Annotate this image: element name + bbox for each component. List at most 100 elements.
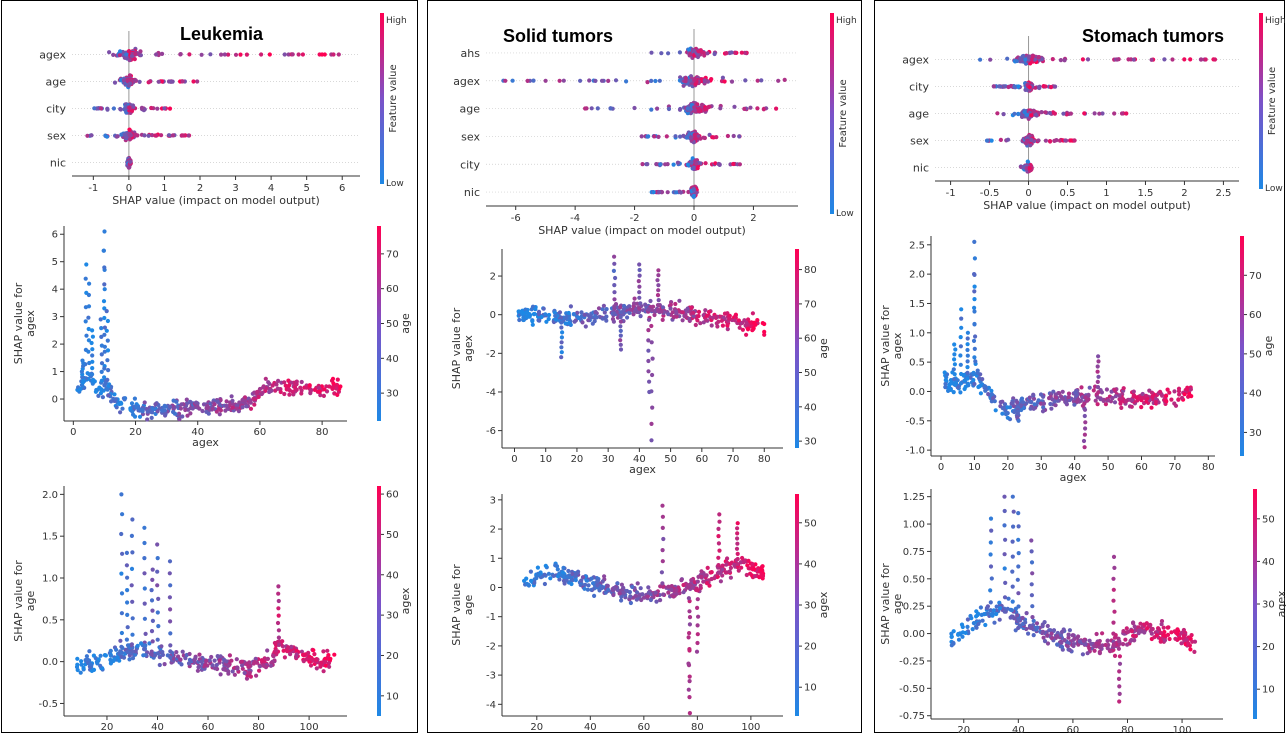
dependence-point bbox=[230, 394, 234, 398]
dependence-point bbox=[123, 396, 127, 400]
dependence-point bbox=[158, 655, 162, 659]
shap-point bbox=[652, 190, 656, 194]
dependence-point bbox=[976, 622, 980, 626]
colorbar-title: agex bbox=[399, 587, 412, 614]
shap-point bbox=[659, 51, 663, 55]
y-axis-label: agex bbox=[462, 335, 475, 362]
dependence-point bbox=[525, 582, 529, 586]
shap-point bbox=[187, 52, 191, 56]
dependence-point bbox=[717, 512, 721, 516]
dependence-point bbox=[981, 619, 985, 623]
dependence-point bbox=[687, 596, 691, 600]
dependence-point bbox=[534, 576, 538, 580]
dependence-point bbox=[1117, 393, 1121, 397]
colorbar-low-label: Low bbox=[386, 179, 404, 189]
dependence-point bbox=[604, 319, 608, 323]
shap-point bbox=[700, 103, 704, 107]
dependence-point bbox=[720, 568, 724, 572]
dependence-point bbox=[109, 399, 113, 403]
dependence-point bbox=[150, 578, 154, 582]
dependence-point bbox=[559, 325, 563, 329]
dependence-point bbox=[529, 579, 533, 583]
dependence-point bbox=[625, 315, 629, 319]
shap-point bbox=[105, 135, 109, 139]
x-axis-label: SHAP value (impact on model output) bbox=[112, 194, 320, 207]
dependence-point bbox=[143, 602, 147, 606]
dependence-point bbox=[637, 307, 641, 311]
x-tick-label: 20 bbox=[101, 722, 114, 733]
dependence-point bbox=[716, 320, 720, 324]
dependence-point bbox=[559, 316, 563, 320]
dependence-point bbox=[271, 654, 275, 658]
x-tick-label: 80 bbox=[1202, 462, 1215, 473]
shap-point bbox=[142, 133, 146, 137]
x-tick-label: 50 bbox=[664, 454, 677, 465]
shap-point bbox=[732, 105, 736, 109]
dependence-point bbox=[585, 579, 589, 583]
dependence-point bbox=[267, 390, 271, 394]
shap-point bbox=[1170, 57, 1174, 61]
dependence-point bbox=[80, 359, 84, 363]
dependence-point bbox=[197, 653, 201, 657]
shap-point bbox=[337, 52, 341, 56]
x-tick-label: 5 bbox=[303, 183, 309, 194]
dependence-point bbox=[120, 591, 124, 595]
dependence-point bbox=[85, 654, 89, 658]
dependence-point bbox=[661, 537, 665, 541]
shap-point bbox=[128, 160, 132, 164]
x-tick-label: 2.5 bbox=[1215, 188, 1231, 199]
shap-point bbox=[1023, 110, 1027, 114]
dependence-point bbox=[191, 406, 195, 410]
y-tick-label: -0.5 bbox=[905, 416, 925, 427]
y-axis-label: age bbox=[891, 594, 904, 615]
shap-point bbox=[138, 49, 142, 53]
dependence-point bbox=[1060, 630, 1064, 634]
y-axis-label: age bbox=[24, 591, 37, 612]
dependence-point bbox=[1106, 639, 1110, 643]
dependence-point bbox=[142, 526, 146, 530]
dependence-point bbox=[196, 669, 200, 673]
dependence-point bbox=[619, 598, 623, 602]
dependence-point bbox=[247, 664, 251, 668]
dependence-point bbox=[582, 587, 586, 591]
dependence-point bbox=[95, 660, 99, 664]
dependence-point bbox=[1166, 633, 1170, 637]
dependence-point bbox=[106, 393, 110, 397]
dependence-point bbox=[1121, 629, 1125, 633]
colorbar-title: agex bbox=[817, 591, 830, 618]
dependence-point bbox=[276, 621, 280, 625]
dependence-point bbox=[971, 627, 975, 631]
dependence-point bbox=[615, 581, 619, 585]
dependence-point bbox=[1162, 626, 1166, 630]
dependence-point bbox=[1055, 634, 1059, 638]
shap-point bbox=[666, 51, 670, 55]
shap-point bbox=[988, 58, 992, 62]
dependence-point bbox=[156, 610, 160, 614]
dependence-point bbox=[136, 644, 140, 648]
shap-point bbox=[1028, 85, 1032, 89]
dependence-point bbox=[651, 357, 655, 361]
dependence-point bbox=[311, 648, 315, 652]
colorbar-tick-label: 60 bbox=[1249, 310, 1262, 321]
dependence-point bbox=[611, 593, 615, 597]
shap-point bbox=[148, 79, 152, 83]
dependence-point bbox=[983, 389, 987, 393]
dependence-point bbox=[1041, 409, 1045, 413]
dependence-point bbox=[1043, 639, 1047, 643]
dependence-point bbox=[560, 330, 564, 334]
shap-point bbox=[992, 84, 996, 88]
shap-point bbox=[127, 106, 131, 110]
x-tick-label: 20 bbox=[1001, 462, 1014, 473]
y-tick-label: 2 bbox=[490, 525, 496, 536]
shap-point bbox=[181, 79, 185, 83]
dependence-point bbox=[543, 582, 547, 586]
dependence-point bbox=[156, 597, 160, 601]
dependence-point bbox=[558, 310, 562, 314]
dependence-point bbox=[180, 402, 184, 406]
dependence-point bbox=[151, 568, 155, 572]
dependence-point bbox=[711, 316, 715, 320]
dependence-point bbox=[972, 289, 976, 293]
dependence-point bbox=[130, 409, 134, 413]
dependence-point bbox=[530, 319, 534, 323]
dependence-point bbox=[966, 331, 970, 335]
